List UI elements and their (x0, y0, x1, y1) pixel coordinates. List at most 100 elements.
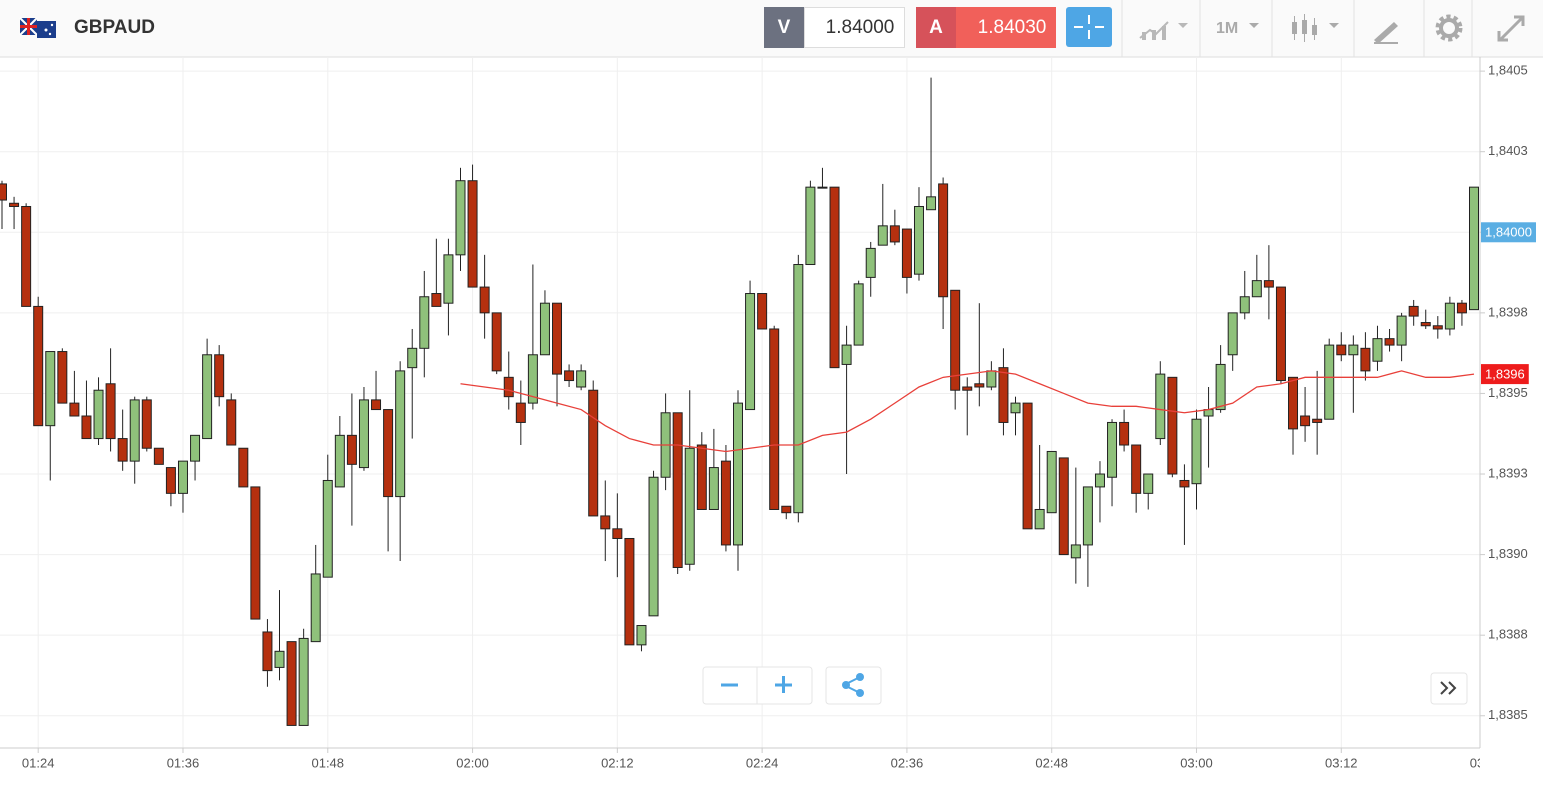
candle-body (612, 528, 623, 539)
candle-body (479, 286, 490, 314)
candle-body (503, 376, 514, 398)
share-button[interactable] (825, 666, 882, 705)
candle-body (1179, 479, 1190, 488)
candle-body (407, 347, 418, 369)
candle-body (1191, 418, 1202, 485)
crosshair-button[interactable] (1066, 7, 1112, 47)
drawing-button[interactable] (1374, 22, 1398, 44)
price-label-box (1481, 222, 1536, 243)
candle-body (298, 637, 309, 726)
candle-body (576, 370, 587, 388)
candle-body (636, 625, 647, 646)
candle-body (769, 328, 780, 510)
buy-price-box[interactable] (956, 7, 1056, 48)
candle-body (9, 202, 20, 207)
x-tick-label: 01:48 (311, 755, 344, 770)
candle-body (1131, 444, 1142, 494)
candle-body (1408, 305, 1419, 317)
zoom-controls (702, 666, 882, 705)
candle-body (250, 486, 261, 620)
candle-body (1384, 338, 1395, 346)
candle-body (841, 344, 852, 365)
plot: 01:24 01:36 01:48 02:00 02:12 02:24 02:36 02:48… (0, 57, 1536, 770)
candle-body (491, 312, 502, 372)
fullscreen-button[interactable] (1497, 15, 1525, 42)
chart-type-button[interactable] (1292, 14, 1339, 42)
candle-body (141, 399, 152, 449)
candle-body (33, 305, 44, 427)
candle-body (0, 183, 7, 201)
sell-price[interactable]: 1.84000 (826, 17, 895, 38)
candle-body (1058, 457, 1069, 556)
candle-body (1336, 344, 1347, 356)
candle-body (383, 409, 394, 498)
candle-body (238, 447, 249, 488)
candle-body (1143, 473, 1154, 494)
x-tick-label: 02:36 (891, 755, 924, 770)
buy-button[interactable] (916, 7, 956, 48)
candle-body (1469, 186, 1479, 311)
buy-price[interactable]: 1.84030 (978, 17, 1047, 38)
candle-body (165, 467, 176, 494)
buy-label[interactable]: A (929, 17, 943, 38)
sell-price-box[interactable] (804, 7, 905, 48)
sell-button[interactable] (764, 7, 804, 48)
candle-body (21, 205, 32, 307)
candle-body (1444, 302, 1455, 330)
candle-body (926, 196, 937, 211)
toolbar-separators (1121, 0, 1473, 57)
settings-button[interactable] (1435, 14, 1463, 42)
candle-body (938, 183, 949, 298)
candle-body (1420, 322, 1431, 327)
candle-body (226, 399, 237, 446)
candle-body (986, 370, 997, 388)
candle-body (600, 515, 611, 530)
candle-body (1300, 415, 1311, 427)
candle-body (69, 402, 80, 417)
candle-body (1082, 486, 1093, 546)
candle-body (708, 467, 719, 510)
x-tick-label: 01:24 (22, 755, 55, 770)
candle-body (950, 289, 961, 391)
candle-body (1215, 363, 1226, 411)
candle-body (93, 389, 104, 440)
candle-body (455, 180, 466, 256)
timeframe[interactable]: 1M (1216, 20, 1238, 37)
candle-body (1372, 338, 1383, 362)
candle-body (57, 351, 68, 404)
candle-body (467, 180, 478, 288)
candle-body (334, 434, 345, 488)
candle-body (901, 228, 912, 278)
candle-body (672, 412, 683, 568)
candle-body (564, 370, 575, 382)
candle-body (358, 399, 369, 469)
candle-body (1227, 312, 1238, 356)
scroll-right-button[interactable] (1430, 672, 1468, 705)
candle-body (1251, 280, 1262, 298)
candle-body (1022, 402, 1033, 530)
candle-body (696, 444, 707, 510)
y-tick-label: 1,8403 (1488, 143, 1528, 158)
candle-body (1312, 418, 1323, 423)
indicator-button[interactable] (1139, 21, 1188, 40)
candle-body (552, 302, 563, 375)
x-tick-label: 01:36 (167, 755, 200, 770)
candle-body (395, 370, 406, 498)
candle-body (190, 434, 201, 462)
candle-body (1288, 376, 1299, 430)
candle-body (129, 399, 140, 462)
y-tick-label: 1,8390 (1488, 546, 1528, 561)
x-tick-label: 02:12 (601, 755, 634, 770)
y-tick-label: 1,8393 (1488, 465, 1528, 480)
candle-body (1034, 508, 1045, 530)
sell-label[interactable]: V (778, 17, 791, 38)
candle-body (81, 415, 92, 440)
timeframe-caret[interactable] (1249, 23, 1259, 28)
candle-body (1070, 544, 1081, 559)
zoom-in[interactable] (775, 676, 792, 693)
candle-body (1396, 315, 1407, 346)
x-tick-label: 02:48 (1035, 755, 1068, 770)
candle-body (1239, 296, 1250, 314)
candle-body (371, 399, 382, 411)
